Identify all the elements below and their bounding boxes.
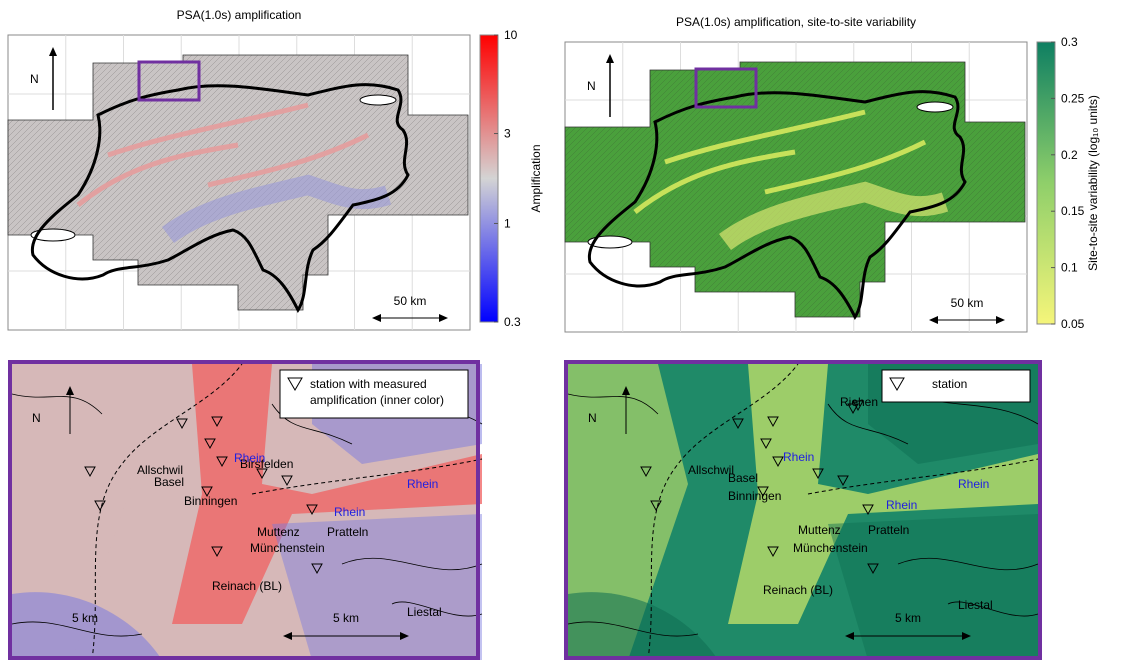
north-label: N: [30, 72, 39, 86]
place-label: Riehen: [840, 395, 878, 409]
colorbar-tick-label: 0.25: [1061, 91, 1085, 105]
place-label: Binningen: [728, 489, 781, 503]
colorbar-label: Site-to-site variability (log₁₀ units): [1086, 95, 1100, 271]
place-label: Muttenz: [798, 523, 841, 537]
zoom-panel: RiehenAllschwilBaselBinningenMuttenzMünc…: [566, 362, 1040, 660]
place-label: Reinach (BL): [763, 583, 833, 597]
place-label: Reinach (BL): [212, 579, 282, 593]
scale-label: 50 km: [951, 296, 984, 310]
zoom-panel: RiehenAllschwilBaselBirsfeldenBinningenM…: [10, 362, 482, 660]
map-title: PSA(1.0s) amplification: [177, 8, 302, 22]
place-label: Liestal: [407, 605, 442, 619]
place-label: Muttenz: [257, 525, 300, 539]
figure: PSA(1.0s) amplification N 50 km 10 3 1 0.3 Ampl…: [0, 0, 1121, 662]
legend-text: station: [932, 377, 967, 391]
place-label: Binningen: [184, 494, 237, 508]
place-label: Münchenstein: [793, 541, 868, 555]
river-label: Rhein: [886, 498, 917, 512]
colorbar-tick-label: 0.15: [1061, 204, 1085, 218]
north-label: N: [588, 411, 597, 425]
north-label: N: [587, 79, 596, 93]
north-label: N: [32, 411, 41, 425]
scale-label: 50 km: [394, 294, 427, 308]
colorbar-tick-label: 1: [504, 216, 511, 230]
place-label: Basel: [728, 471, 758, 485]
colorbar-tick-label: 0.3: [504, 315, 521, 329]
river-label: Rhein: [783, 450, 814, 464]
scale-label: 5 km: [72, 611, 98, 625]
colorbar: [1037, 42, 1055, 324]
river-label: Rhein: [334, 505, 365, 519]
colorbar-tick-label: 0.1: [1061, 261, 1078, 275]
legend-text: station with measured: [310, 377, 427, 391]
colorbar-label: Amplification: [529, 144, 543, 212]
place-label: Basel: [154, 475, 184, 489]
map-title: PSA(1.0s) amplification, site-to-site va…: [676, 15, 916, 29]
scale-label: 5 km: [895, 611, 921, 625]
colorbar-tick-label: 0.2: [1061, 148, 1078, 162]
colorbar-tick-label: 0.05: [1061, 317, 1085, 331]
river-label: Rhein: [958, 477, 989, 491]
map-panel: PSA(1.0s) amplification N 50 km: [8, 8, 470, 330]
colorbar-tick-label: 0.3: [1061, 35, 1078, 49]
river-label: Rhein: [407, 477, 438, 491]
lake: [917, 102, 953, 112]
colorbar-tick-label: 10: [504, 28, 518, 42]
river-label: Rhein: [234, 451, 265, 465]
map-panel: PSA(1.0s) amplification, site-to-site va…: [565, 15, 1027, 332]
colorbar-tick-label: 3: [504, 127, 511, 141]
place-label: Münchenstein: [250, 541, 325, 555]
lake: [360, 95, 396, 105]
place-label: Liestal: [958, 598, 993, 612]
place-label: Pratteln: [327, 525, 368, 539]
place-label: Pratteln: [868, 523, 909, 537]
scale-label: 5 km: [333, 611, 359, 625]
colorbar: [480, 35, 498, 322]
legend-text: amplification (inner color): [310, 393, 444, 407]
